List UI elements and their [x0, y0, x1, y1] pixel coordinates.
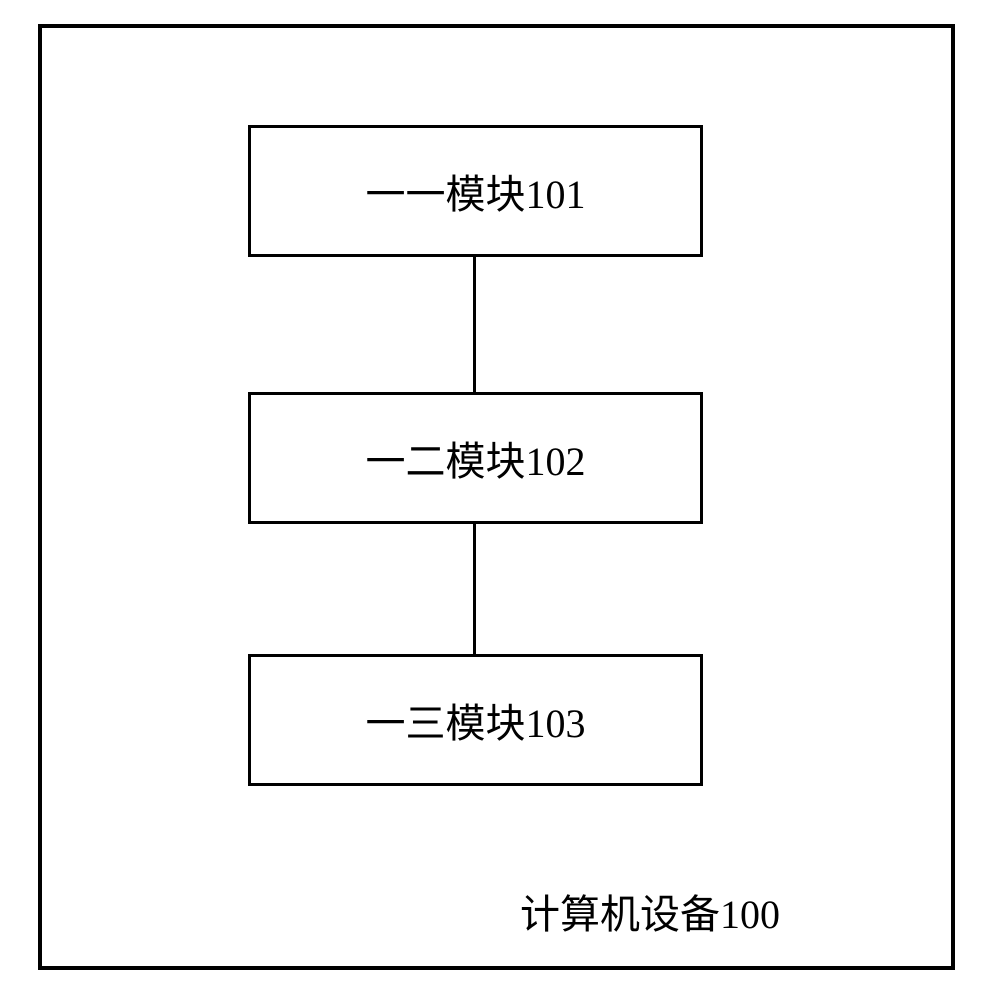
- module-label-101: 一一模块101: [366, 162, 586, 220]
- module-box-101: 一一模块101: [248, 125, 703, 257]
- module-box-102: 一二模块102: [248, 392, 703, 524]
- connector-102-103: [473, 524, 476, 654]
- module-label-102: 一二模块102: [366, 429, 586, 487]
- connector-101-102: [473, 257, 476, 392]
- module-label-103: 一三模块103: [366, 691, 586, 749]
- diagram-caption: 计算机设备100: [520, 882, 780, 940]
- module-box-103: 一三模块103: [248, 654, 703, 786]
